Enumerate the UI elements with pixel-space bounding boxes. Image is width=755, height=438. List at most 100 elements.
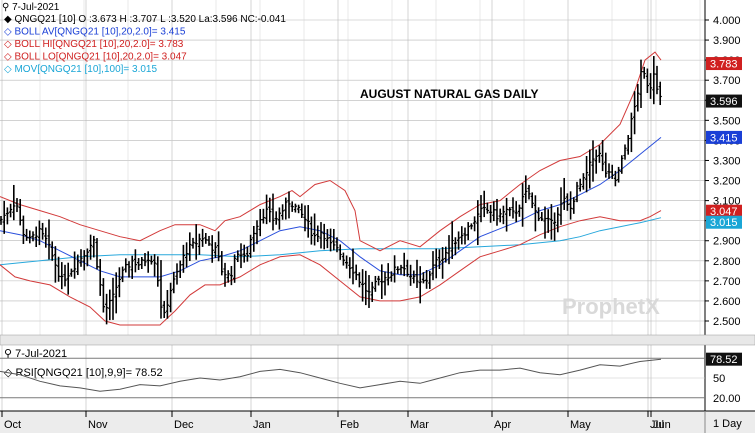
ohlc-bar xyxy=(633,91,637,135)
ohlc-bar xyxy=(658,81,662,106)
ohlc-bar xyxy=(172,271,176,294)
ohlc-bar xyxy=(354,264,358,281)
ohlc-bar xyxy=(357,272,361,288)
ohlc-bar xyxy=(165,289,169,319)
ohlc-bar xyxy=(76,254,80,276)
ohlc-bar xyxy=(607,163,611,179)
ohlc-bar xyxy=(399,264,403,275)
ohlc-bar xyxy=(2,200,6,234)
ohlc-bar xyxy=(95,238,99,270)
ohlc-bar xyxy=(418,266,422,304)
ohlc-bar xyxy=(524,175,528,203)
ohlc-bar xyxy=(169,282,173,313)
ohlc-bar xyxy=(149,255,153,265)
x-month-label: Feb xyxy=(340,419,359,431)
legend-text: MOV[QNGQ21 [10],100]= 3.015 xyxy=(14,64,157,75)
date-icon: ⚲ xyxy=(4,348,15,360)
rsi-tick-label: 50 xyxy=(713,373,725,385)
price-tag-bg xyxy=(706,57,742,71)
ohlc-bar xyxy=(434,248,438,279)
ohlc-bar xyxy=(201,228,205,247)
ohlc-bar xyxy=(610,164,614,179)
price-tag-bg xyxy=(706,215,742,229)
ohlc-bar xyxy=(293,203,297,213)
ohlc-bar xyxy=(479,195,483,223)
ohlc-bar xyxy=(325,229,329,249)
moving-average-line xyxy=(0,217,662,266)
ohlc-bar xyxy=(220,251,224,276)
ohlc-bar xyxy=(15,198,19,213)
ohlc-bar xyxy=(380,264,384,299)
ohlc-bar xyxy=(501,205,505,225)
ohlc-bar xyxy=(21,215,25,244)
ohlc-bar xyxy=(108,289,112,321)
ohlc-bar xyxy=(453,237,457,256)
legend-marker-icon: ◇ xyxy=(4,27,14,38)
ohlc-bar xyxy=(101,278,105,313)
ohlc-bar xyxy=(34,226,38,248)
ohlc-bar xyxy=(639,59,643,108)
ohlc-bar xyxy=(514,201,518,223)
ohlc-bar xyxy=(473,216,477,232)
ohlc-bar xyxy=(223,262,227,287)
ohlc-bar xyxy=(572,197,576,214)
ohlc-bar xyxy=(175,263,179,285)
rsi-tick-label: 20.00 xyxy=(713,393,741,405)
legend: ⚲ 7-Jul-2021 ◆ QNGQ21 [10] O :3.673 H :3… xyxy=(2,2,286,75)
price-tag-bg xyxy=(706,204,742,218)
ohlc-bar xyxy=(284,197,288,220)
chart-date-label: ⚲ 7-Jul-2021 xyxy=(2,2,60,13)
ohlc-bar xyxy=(9,203,13,218)
ohlc-bar xyxy=(130,255,134,279)
ohlc-bar xyxy=(57,256,61,282)
watermark: ProphetX xyxy=(562,294,660,319)
ohlc-bar xyxy=(316,225,320,243)
ohlc-bar xyxy=(585,155,589,193)
legend-marker-icon: ◇ xyxy=(4,52,14,63)
ohlc-bar xyxy=(597,145,601,163)
panel-divider[interactable] xyxy=(0,334,755,346)
ohlc-bar xyxy=(469,223,473,230)
ohlc-bar xyxy=(41,222,45,240)
ohlc-bar xyxy=(197,233,201,255)
ohlc-bar xyxy=(377,275,381,286)
ohlc-bar xyxy=(300,203,304,218)
x-month-label: May xyxy=(570,419,591,431)
y-tick-label: 3.300 xyxy=(713,155,741,167)
legend-text: BOLL AV[QNGQ21 [10],20,2.0]= 3.415 xyxy=(14,27,185,38)
ohlc-bar xyxy=(620,155,624,174)
ohlc-bar xyxy=(274,211,278,225)
ohlc-bar xyxy=(226,270,230,283)
ohlc-bar xyxy=(437,249,441,269)
period-label[interactable]: 1 Day xyxy=(713,418,742,430)
ohlc-bar xyxy=(575,181,579,203)
ohlc-bar xyxy=(18,198,22,226)
ohlc-bar xyxy=(517,204,521,217)
ohlc-bar xyxy=(492,201,496,222)
ohlc-bar xyxy=(601,140,605,172)
price-tag-label: 3.596 xyxy=(710,96,738,108)
x-month-label: Dec xyxy=(174,419,194,431)
price-tag: 3.047 xyxy=(706,204,742,218)
y-tick-label: 2.800 xyxy=(713,256,741,268)
y-tick-label: 3.700 xyxy=(713,75,741,87)
ohlc-bar xyxy=(210,235,214,263)
ohlc-bar xyxy=(348,257,352,279)
ohlc-bar xyxy=(53,246,57,283)
ohlc-bar xyxy=(485,202,489,214)
ohlc-bar xyxy=(405,259,409,277)
ohlc-bar xyxy=(402,252,406,277)
ohlc-bar xyxy=(89,234,93,260)
ohlc-bar xyxy=(268,197,272,223)
legend-marker-icon: ◇ xyxy=(4,64,14,75)
legend-entry: ◇ BOLL LO[QNGQ21 [10],20,2.0]= 3.047 xyxy=(4,52,187,63)
ohlc-bar xyxy=(146,251,150,273)
x-month-label: Jun xyxy=(653,419,671,431)
ohlc-bar xyxy=(178,260,182,279)
main-plot-area xyxy=(0,0,705,335)
ohlc-bar xyxy=(303,205,307,232)
ohlc-bar xyxy=(60,262,64,290)
price-tag-bg xyxy=(706,94,742,108)
